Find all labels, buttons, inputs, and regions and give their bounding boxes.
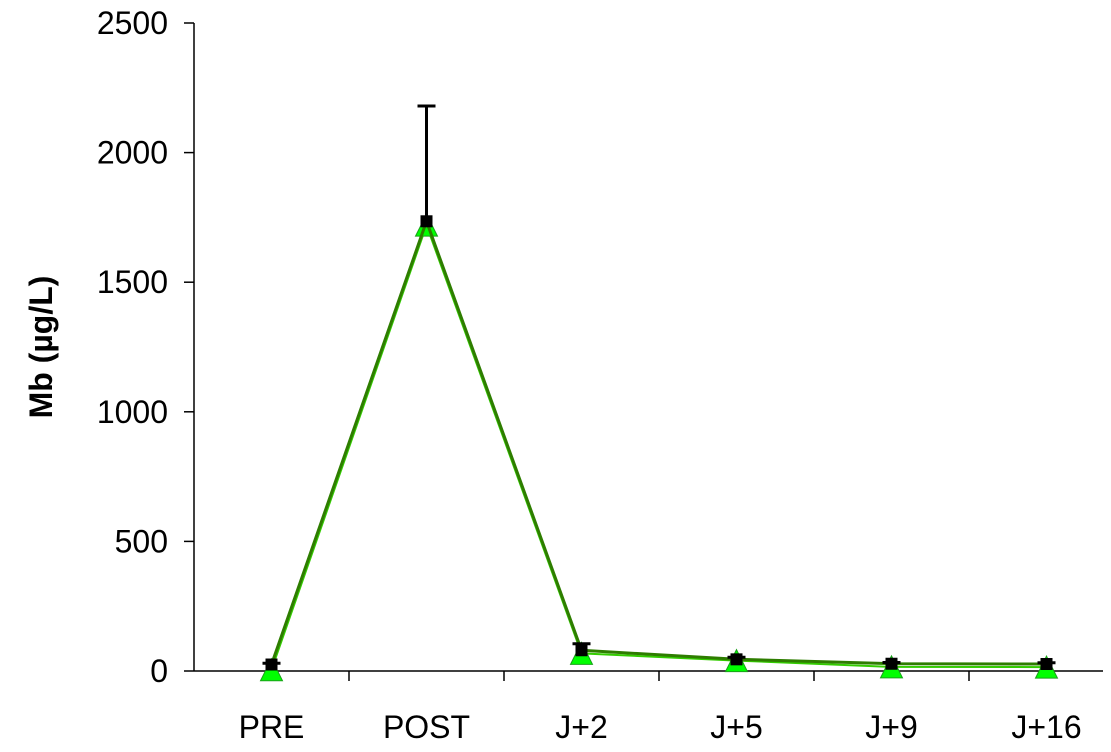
series-layer [259, 104, 1059, 682]
square-marker [730, 653, 743, 666]
square-marker [575, 644, 588, 657]
y-tick-label: 2500 [97, 5, 168, 41]
square-marker [265, 658, 278, 671]
square-marker [885, 657, 898, 670]
square-marker [1040, 658, 1053, 671]
y-ticks: 0 500 1000 1500 2000 2500 [97, 5, 194, 689]
square-marker [420, 215, 433, 228]
x-tick-label: J+2 [555, 709, 607, 745]
x-tick-label: J+9 [865, 709, 917, 745]
x-ticks: PRE POST J+2 J+5 J+9 J+16 [239, 671, 1082, 745]
x-tick-label: PRE [239, 709, 305, 745]
y-tick-label: 0 [150, 653, 168, 689]
y-tick-label: 500 [115, 523, 168, 559]
y-tick-label: 2000 [97, 135, 168, 171]
y-axis-title: Mb (µg/L) [23, 276, 59, 419]
y-tick-label: 1500 [97, 264, 168, 300]
x-tick-label: J+16 [1011, 709, 1081, 745]
series-line-square [270, 219, 1047, 666]
x-tick-label: J+5 [710, 709, 762, 745]
x-tick-label: POST [383, 709, 470, 745]
y-tick-label: 1000 [97, 394, 168, 430]
series-line-triangle [270, 224, 1047, 671]
chart-axes: 0 500 1000 1500 2000 2500 PRE POST J+2 J+5 J+9 J+1… [97, 5, 1103, 745]
